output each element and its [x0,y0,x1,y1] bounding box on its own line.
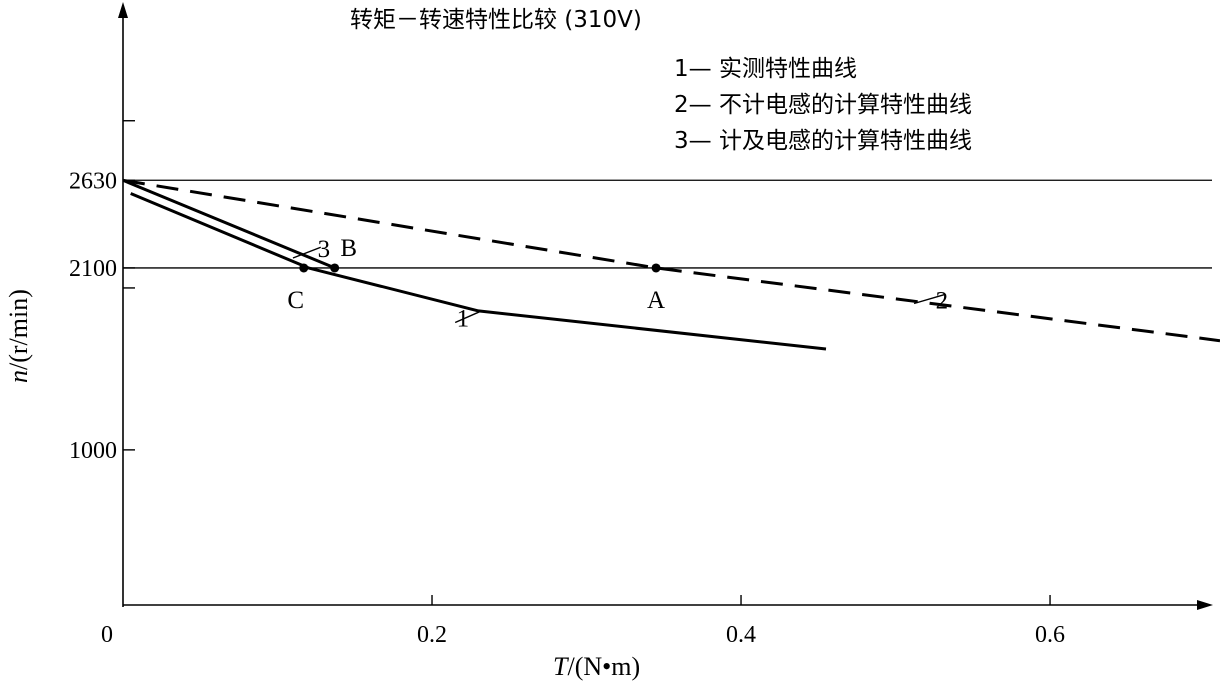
point-marker-A [651,263,661,273]
legend-item: 3— 计及电感的计算特性曲线 [674,128,972,154]
x-ticks: 0 0.2 0.4 0.6 [101,595,1065,648]
marked-points: A B C [287,235,665,314]
curve-label-2: 2 [936,287,949,314]
x-tick-label: 0.4 [726,622,756,648]
leader-lines: 1 2 3 [292,236,949,333]
y-ticks: 1000 2100 2630 [69,120,135,464]
point-marker-B [330,263,340,273]
y-tick-label: 2100 [69,256,117,282]
chart-title: 转矩－转速特性比较 (310V) [350,7,642,33]
x-axis-label-variable: T [553,652,569,681]
x-tick-label: 0.2 [417,622,447,648]
point-label-A: A [647,287,665,314]
point-label-B: B [340,235,357,262]
legend-item: 1— 实测特性曲线 [674,56,857,82]
leader-line-2 [913,293,946,305]
x-tick-label: 0.6 [1035,622,1065,648]
x-tick-label: 0 [101,622,113,648]
y-axis-arrow [118,2,128,18]
y-axis-label-unit: /(r/min) [4,289,33,370]
curve-label-3: 3 [318,236,331,263]
series-group [122,178,1220,351]
leader-line-3 [292,246,322,259]
y-tick-label: 1000 [69,438,117,464]
x-axis-label-unit: /(N•m) [567,652,640,681]
reference-lines [123,179,1212,269]
point-label-C: C [287,287,304,314]
curve-label-1: 1 [457,306,470,333]
axes [118,2,1213,610]
y-tick-label: 2630 [69,168,117,194]
y-axis-label-variable: n [4,370,33,383]
series-line-1 [130,192,827,351]
legend-item: 2— 不计电感的计算特性曲线 [674,92,972,118]
x-axis-arrow [1197,600,1213,610]
leader-line-1 [454,310,482,324]
legend: 1— 实测特性曲线 2— 不计电感的计算特性曲线 3— 计及电感的计算特性曲线 [674,56,972,154]
y-axis-label: n/(r/min) [4,289,33,383]
x-axis-label: T/(N•m) [553,652,640,681]
series-line-2 [122,178,1220,343]
point-marker-C [299,263,309,273]
series-line-3 [122,178,336,270]
